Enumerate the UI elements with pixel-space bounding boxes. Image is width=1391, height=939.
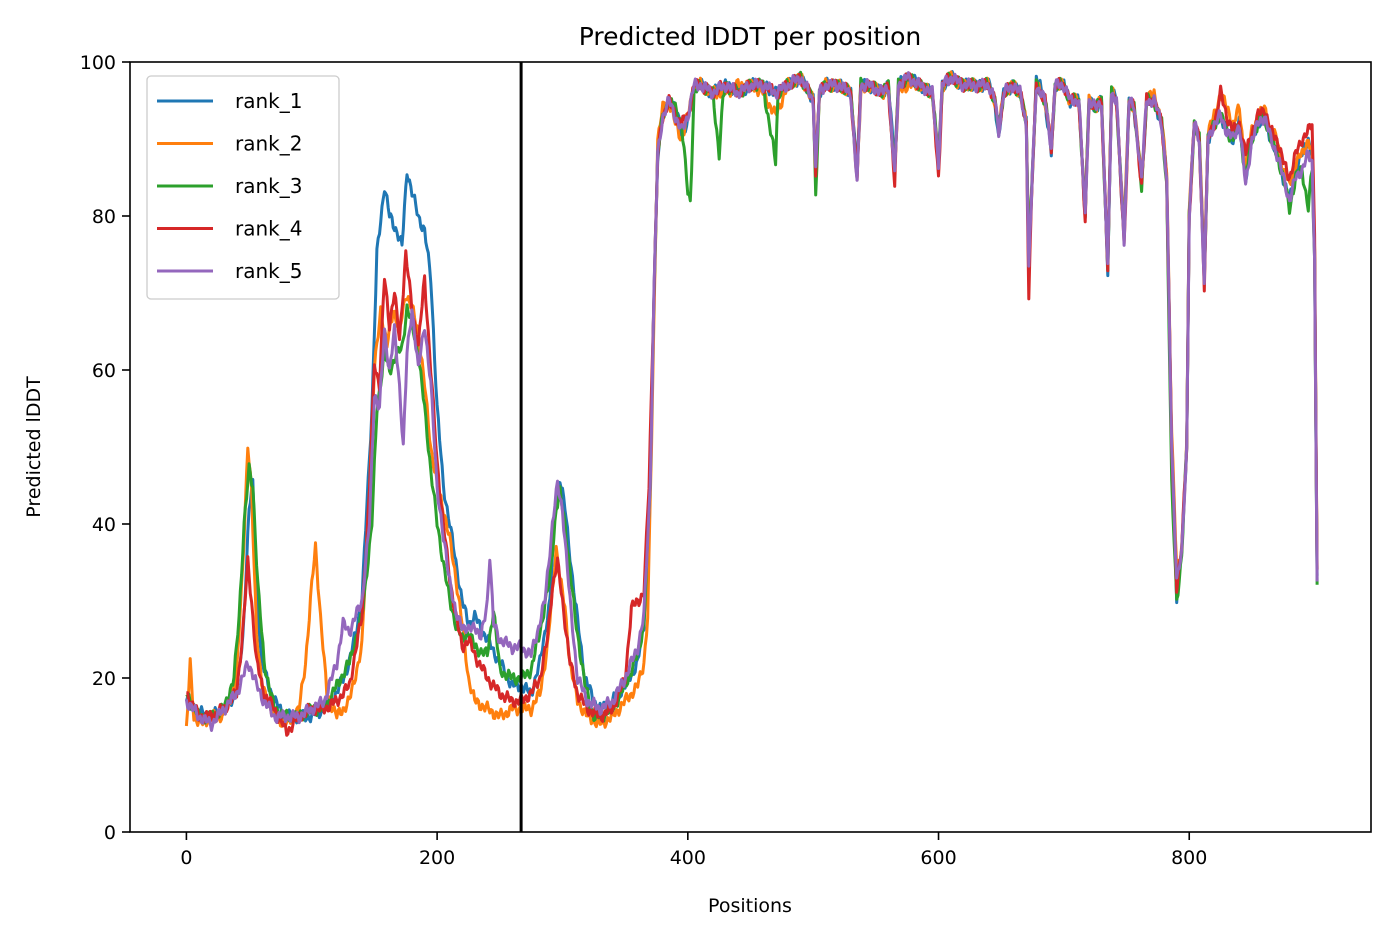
y-tick-label: 60 bbox=[92, 360, 116, 382]
y-axis-label: Predicted lDDT bbox=[23, 376, 45, 518]
x-tick-label: 400 bbox=[670, 847, 706, 869]
y-axis-ticks: 0 20 40 60 80 100 bbox=[80, 52, 130, 844]
legend-box bbox=[146, 75, 340, 300]
chart-title: Predicted lDDT per position bbox=[579, 22, 921, 51]
x-tick-label: 800 bbox=[1171, 847, 1207, 869]
legend-label: rank_5 bbox=[235, 259, 302, 283]
y-tick-label: 100 bbox=[80, 52, 116, 74]
legend: rank_1 rank_2 rank_3 rank_4 rank_5 bbox=[146, 75, 340, 300]
legend-label: rank_2 bbox=[235, 132, 302, 156]
x-tick-label: 600 bbox=[920, 847, 956, 869]
x-tick-label: 0 bbox=[180, 847, 192, 869]
legend-label: rank_3 bbox=[235, 174, 302, 198]
y-tick-label: 0 bbox=[104, 822, 116, 844]
legend-label: rank_1 bbox=[235, 89, 302, 113]
y-tick-label: 80 bbox=[92, 206, 116, 228]
y-tick-label: 40 bbox=[92, 514, 116, 536]
x-axis-label: Positions bbox=[708, 895, 792, 917]
x-axis-ticks: 0 200 400 600 800 bbox=[180, 832, 1207, 869]
x-tick-label: 200 bbox=[419, 847, 455, 869]
plot-frame bbox=[129, 61, 1372, 833]
series-layer bbox=[184, 70, 1319, 737]
series-line-rank_5 bbox=[184, 71, 1319, 732]
y-tick-label: 20 bbox=[92, 668, 116, 690]
legend-label: rank_4 bbox=[235, 217, 302, 241]
